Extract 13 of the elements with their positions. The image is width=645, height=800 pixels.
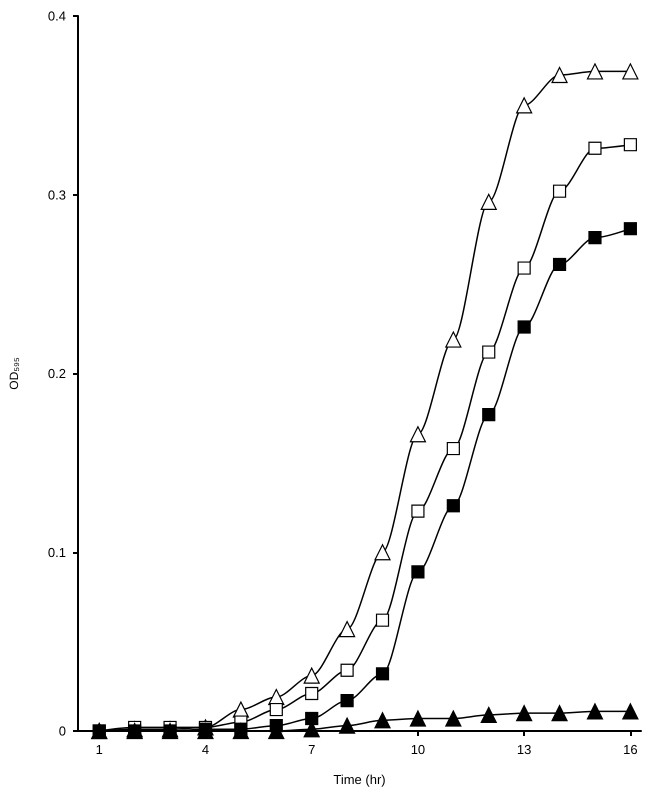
y-tick-label: 0.3 xyxy=(48,187,66,202)
y-tick-label: 0.4 xyxy=(48,8,66,24)
x-tick-label: 10 xyxy=(410,742,426,757)
x-axis-title: Time (hr) xyxy=(333,772,386,787)
x-tick-label: 16 xyxy=(623,742,638,757)
x-tick-label: 1 xyxy=(96,742,103,757)
y-tick-label: 0 xyxy=(58,724,66,738)
x-tick-label: 13 xyxy=(516,742,532,757)
y-tick-label: 0.2 xyxy=(48,366,66,381)
x-tick-label: 4 xyxy=(202,742,210,757)
x-tick-label: 7 xyxy=(308,742,316,757)
y-tick-label: 0.1 xyxy=(48,544,66,560)
y-axis-title: OD₅₉₅ xyxy=(7,357,21,390)
